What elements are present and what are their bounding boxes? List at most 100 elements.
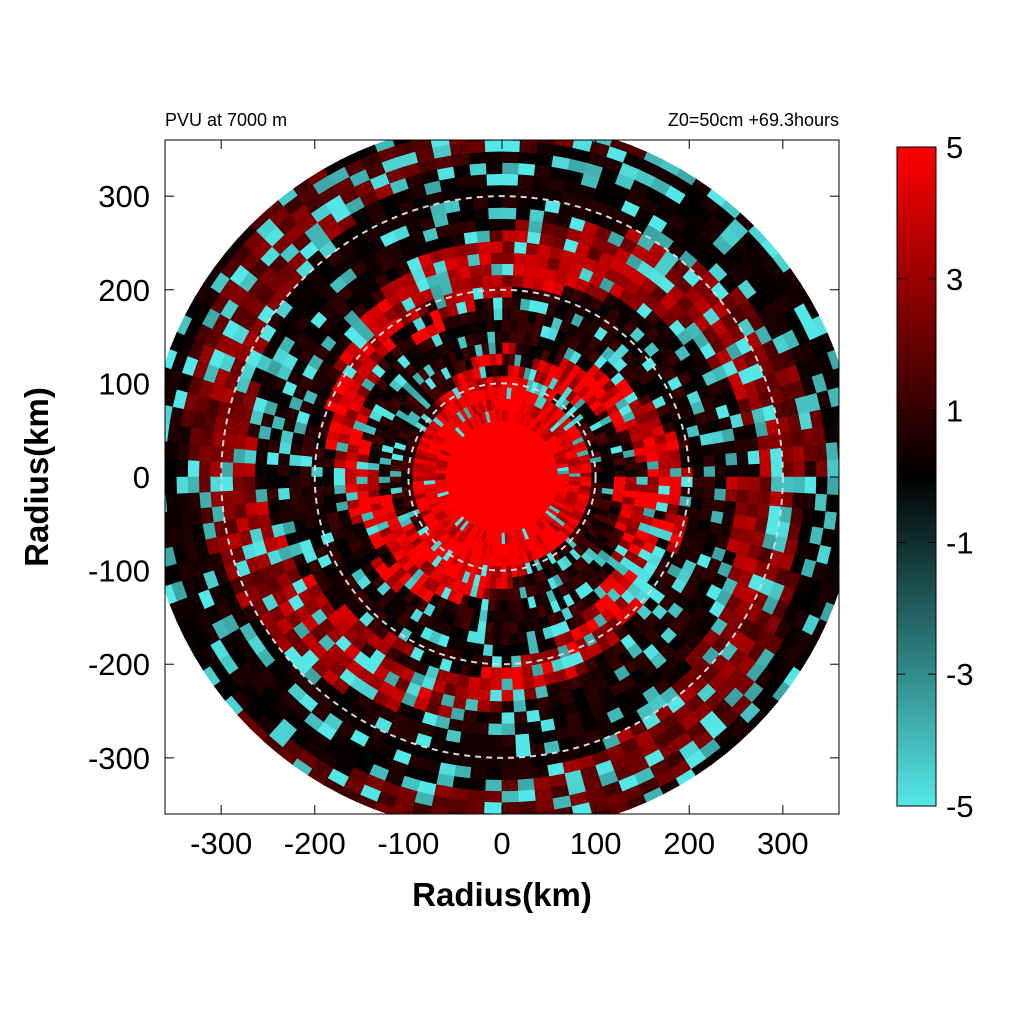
field-cell (345, 452, 359, 463)
field-cell (484, 633, 495, 646)
y-tick-label: -300 (88, 741, 150, 776)
field-cell (506, 375, 513, 388)
field-cell (254, 476, 267, 491)
x-tick-label: 0 (493, 826, 510, 861)
field-cell (496, 566, 503, 579)
field-cell (538, 821, 557, 831)
field-cell (669, 467, 683, 478)
field-cell (485, 162, 503, 175)
field-cell (356, 453, 370, 464)
field-cell (378, 470, 391, 478)
field-cell (792, 491, 806, 510)
field-cell (255, 501, 270, 517)
field-cell (668, 494, 682, 506)
field-cell (843, 531, 854, 550)
field-cell (501, 274, 513, 287)
field-cell (461, 720, 477, 735)
field-cell (479, 263, 492, 277)
field-cell (501, 218, 516, 231)
field-cell (691, 486, 705, 499)
field-cell (714, 476, 727, 490)
field-cell (827, 476, 839, 495)
field-cell (501, 319, 511, 332)
field-cell (669, 457, 682, 469)
field-cell (389, 476, 402, 484)
colorbar-tick-label: 5 (946, 130, 963, 165)
field-cell (681, 466, 694, 478)
field-cell (491, 274, 503, 287)
field-cell (411, 471, 424, 478)
field-cell (278, 441, 292, 456)
field-cell (484, 813, 503, 814)
field-cell (624, 483, 637, 492)
field-cell (658, 459, 671, 470)
header-left: PVU at 7000 m (165, 110, 287, 130)
field-cell (521, 275, 534, 289)
field-cell (459, 663, 473, 678)
field-cell (233, 503, 248, 520)
field-cell (834, 423, 839, 443)
field-cell (843, 403, 854, 422)
field-cell (569, 476, 581, 482)
field-cell (782, 461, 795, 478)
field-cell (187, 476, 200, 494)
field-cell (472, 744, 489, 758)
field-cell (344, 460, 358, 470)
field-cell (519, 297, 531, 311)
field-cell (522, 676, 536, 690)
field-cell (656, 493, 670, 504)
field-cell (527, 720, 543, 735)
field-cell (501, 600, 510, 613)
field-cell (355, 461, 369, 471)
field-cell (244, 436, 259, 452)
field-cell (165, 459, 177, 478)
field-cell (658, 484, 671, 495)
field-cell (501, 207, 517, 220)
field-cell (176, 493, 190, 512)
field-cell (469, 173, 488, 187)
colorbar-tick-label: -5 (946, 789, 974, 824)
field-cell (489, 252, 503, 265)
field-cell (464, 242, 479, 256)
field-cell (514, 229, 529, 243)
y-axis-label: Radius(km) (18, 387, 55, 567)
field-cell (465, 823, 484, 832)
colorbar-tick-label: 1 (946, 394, 963, 429)
field-cell (636, 469, 649, 478)
field-cell (289, 443, 303, 457)
field-cell (501, 409, 506, 422)
field-cell (434, 473, 447, 478)
field-cell (723, 500, 737, 515)
field-cell (838, 563, 839, 568)
field-cell (669, 485, 682, 497)
field-cell (793, 476, 806, 494)
field-cell (501, 622, 511, 635)
field-cell (501, 802, 520, 814)
field-cell (475, 631, 486, 645)
field-cell (278, 498, 292, 513)
field-cell (466, 687, 481, 701)
field-cell (501, 689, 515, 702)
field-cell (515, 744, 532, 758)
field-cell (490, 678, 503, 691)
field-cell (703, 465, 716, 478)
field-cell (175, 476, 189, 495)
field-cell (850, 458, 858, 477)
field-cell (501, 723, 516, 736)
field-cell (512, 252, 526, 266)
field-cell (501, 285, 513, 298)
field-cell (680, 456, 694, 468)
field-cell (759, 476, 772, 492)
field-cell (723, 439, 737, 454)
field-cell (165, 423, 170, 443)
field-cell (625, 476, 638, 485)
field-cell (491, 566, 498, 579)
field-cell (838, 386, 839, 391)
field-cell (523, 687, 538, 701)
x-tick-label: -100 (377, 826, 439, 861)
field-cell (165, 476, 177, 495)
field-cell (495, 353, 503, 366)
field-cell (488, 723, 503, 736)
field-cell (613, 470, 626, 478)
